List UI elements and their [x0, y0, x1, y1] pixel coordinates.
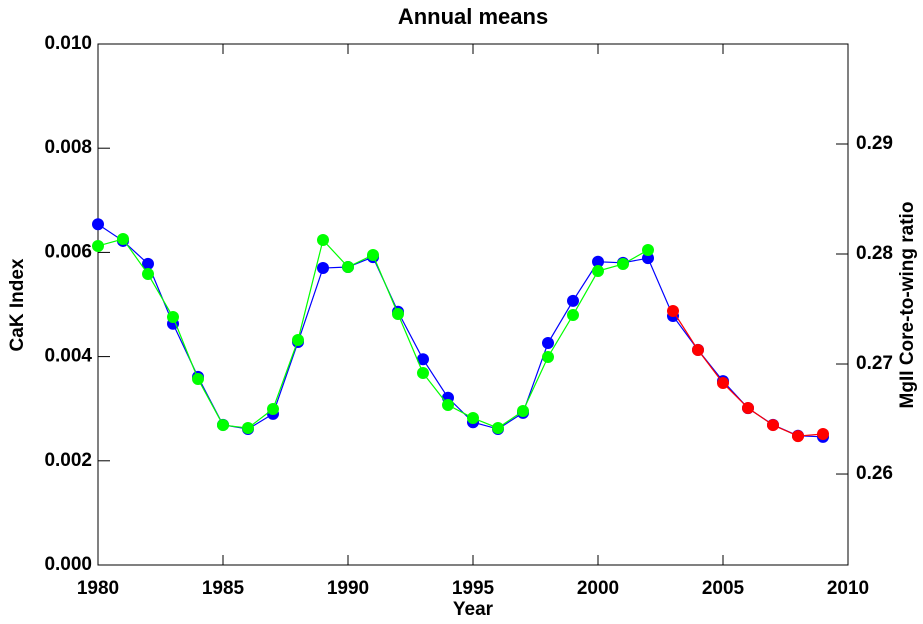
data-point: [92, 218, 104, 231]
y-tick-label: 0.000: [44, 554, 92, 575]
data-point: [142, 257, 154, 270]
plot-frame: [97, 43, 849, 566]
data-point: [217, 419, 229, 432]
y-tick-label: 0.004: [44, 346, 92, 367]
data-point: [492, 422, 504, 435]
data-point: [342, 260, 354, 273]
data-point: [317, 262, 329, 275]
data-point: [567, 309, 579, 322]
data-point: [467, 412, 479, 425]
y-axis-label: CaK Index: [7, 258, 28, 351]
data-point: [292, 334, 304, 347]
y2-axis-label: MgII Core-to-wing ratio: [897, 202, 918, 409]
x-tick-label: 1995: [452, 578, 495, 599]
data-point: [642, 244, 654, 257]
y2-tick-label: 0.28: [856, 243, 893, 264]
data-point: [542, 350, 554, 363]
y-tick-label: 0.002: [44, 450, 92, 471]
data-point: [567, 294, 579, 307]
data-point: [367, 248, 379, 261]
series-line: [672, 310, 824, 437]
data-point: [442, 399, 454, 412]
data-point: [417, 353, 429, 366]
y2-tick-label: 0.29: [856, 133, 893, 154]
x-tick-label: 1980: [77, 578, 119, 599]
data-point: [817, 427, 829, 440]
data-point: [92, 239, 104, 252]
data-point: [792, 430, 804, 443]
x-tick-label: 2000: [577, 578, 619, 599]
y2-tick-label: 0.26: [856, 463, 893, 484]
data-point: [242, 422, 254, 435]
data-point: [717, 377, 729, 390]
y-tick-label: 0.010: [44, 33, 92, 54]
y2-tick-label: 0.27: [856, 353, 893, 374]
data-point: [192, 372, 204, 385]
y-tick-label: 0.006: [44, 241, 92, 262]
x-tick-label: 1985: [202, 578, 245, 599]
x-tick-label: 2005: [702, 578, 745, 599]
data-point: [667, 304, 679, 317]
data-point: [767, 419, 779, 432]
series-line: [97, 238, 649, 429]
data-point: [742, 402, 754, 415]
data-point: [142, 268, 154, 281]
x-axis-label: Year: [453, 599, 494, 620]
data-point: [317, 234, 329, 247]
data-point: [117, 233, 129, 246]
chart-title: Annual means: [398, 4, 548, 29]
data-point: [417, 367, 429, 380]
series-line: [97, 223, 824, 438]
x-tick-label: 2010: [827, 578, 869, 599]
data-point: [617, 258, 629, 271]
data-point: [517, 404, 529, 417]
data-point: [267, 403, 279, 416]
data-point: [542, 337, 554, 350]
data-point: [167, 311, 179, 324]
y-tick-label: 0.008: [44, 137, 92, 158]
x-tick-label: 1990: [327, 578, 369, 599]
data-point: [592, 265, 604, 278]
data-point: [692, 344, 704, 357]
data-point: [592, 255, 604, 268]
data-point: [392, 307, 404, 320]
